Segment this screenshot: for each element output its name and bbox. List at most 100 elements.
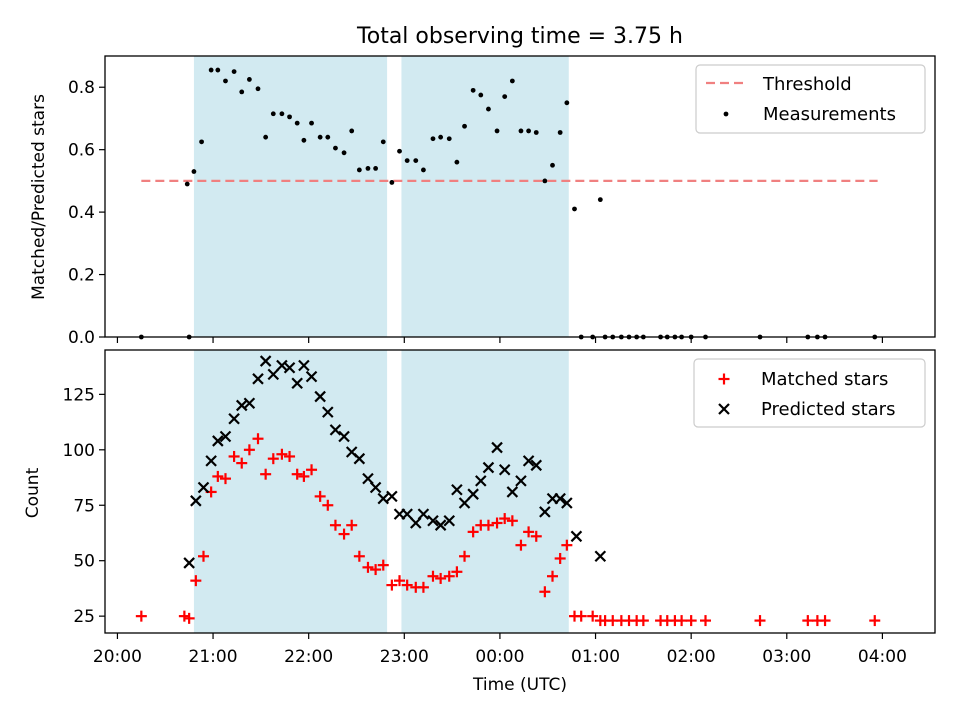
matched-star-point <box>467 526 479 538</box>
x-mark-b <box>561 497 573 509</box>
matched-star-point <box>499 513 511 525</box>
matched-star-point <box>228 450 240 462</box>
legend-matched-label: Matched stars <box>761 369 888 390</box>
x-mark-b <box>377 492 390 505</box>
measurement-point <box>413 158 419 163</box>
bottom-shaded-regions <box>193 350 569 633</box>
predicted-star-point <box>522 455 535 467</box>
legend-measurements-label: Measurements <box>763 104 896 125</box>
predicted-star-point <box>190 495 202 507</box>
matched-star-point <box>338 528 350 540</box>
measurement-point <box>333 145 338 151</box>
matched-star-point <box>284 450 296 462</box>
measurement-point <box>557 130 563 135</box>
measurement-point <box>446 136 452 142</box>
measurement-point <box>215 67 221 73</box>
measurement-point <box>494 128 500 134</box>
x-axis-label: Time (UTC) <box>472 675 567 695</box>
measurement-point <box>572 206 577 212</box>
predicted-star-point <box>322 406 334 418</box>
chart-title: Total observing time = 3.75 h <box>356 24 683 49</box>
x-mark-b <box>183 557 195 569</box>
x-tick-label: 00:00 <box>475 647 524 667</box>
predicted-star-point <box>212 435 224 447</box>
predicted-star-point <box>434 519 447 531</box>
x-tick-label: 04:00 <box>858 647 907 667</box>
predicted-star-point <box>443 514 456 527</box>
x-tick-label: 23:00 <box>380 647 429 667</box>
matched-star-point <box>260 468 272 480</box>
measurement-point <box>397 148 402 154</box>
measurement-point <box>231 69 237 75</box>
x-tick-label: 03:00 <box>762 647 811 667</box>
predicted-star-point <box>561 497 573 509</box>
x-tick-label: 22:00 <box>284 647 333 667</box>
y-tick-label: 75 <box>73 496 95 516</box>
measurement-point <box>526 128 532 134</box>
matched-star-point <box>554 552 566 564</box>
predicted-star-point <box>283 361 296 374</box>
x-mark-b <box>228 412 240 425</box>
measurement-point <box>430 136 436 142</box>
y-tick-label: 0.6 <box>68 141 95 161</box>
predicted-star-point <box>197 481 210 494</box>
measurement-point <box>478 92 484 98</box>
x-mark-b <box>570 530 583 543</box>
matched-star-point <box>491 517 503 529</box>
y-tick-label: 25 <box>73 607 95 627</box>
predicted-star-point <box>491 441 503 454</box>
matched-star-point <box>377 559 389 571</box>
matched-star-point <box>802 615 814 627</box>
matched-star-point <box>427 570 439 582</box>
x-mark-b <box>451 483 463 496</box>
measurement-point <box>191 169 197 174</box>
x-mark-b <box>417 508 430 520</box>
predicted-star-point <box>377 492 390 505</box>
bottom-panel: 25 50 75 100 125 20:00 21:00 22:00 23:00 00:00 01:… <box>23 349 936 695</box>
measurement-point <box>279 111 285 117</box>
x-mark-b <box>369 481 382 494</box>
predicted-star-point <box>298 359 310 372</box>
matched-star-point <box>417 581 429 593</box>
matched-star-point <box>523 526 535 538</box>
matched-star-point <box>370 564 382 576</box>
matched-star-point <box>291 468 303 480</box>
x-mark-b <box>443 514 456 527</box>
predicted-star-point <box>498 463 511 476</box>
y-tick-label: 100 <box>63 441 95 461</box>
matched-star-point <box>506 515 518 527</box>
predicted-star-point <box>243 397 256 410</box>
predicted-star-point <box>451 483 463 496</box>
x-mark-b <box>322 406 334 418</box>
x-tick-label: 20:00 <box>93 647 142 667</box>
matched-star-point <box>243 444 255 456</box>
x-mark-b <box>515 475 527 487</box>
x-mark-b <box>475 475 487 487</box>
matched-star-point <box>754 615 766 627</box>
matched-star-point <box>451 566 463 578</box>
x-mark-b <box>434 519 447 531</box>
predicted-star-point <box>570 530 583 543</box>
bottom-y-axis-label: Count <box>23 467 43 518</box>
measurement-point <box>356 167 362 173</box>
measurement-point <box>502 94 508 99</box>
legend-box <box>695 64 926 134</box>
measurement-point <box>270 111 276 117</box>
matched-star-point <box>482 519 494 531</box>
x-mark-b <box>482 461 495 474</box>
measurement-point <box>208 67 214 73</box>
measurement-point <box>246 77 252 82</box>
predicted-star-point <box>467 488 479 500</box>
predicted-star-point <box>305 370 318 383</box>
predicted-star-point <box>369 481 382 494</box>
axes-frame <box>104 349 936 634</box>
predicted-star-point <box>594 550 607 563</box>
predicted-star-point <box>554 492 566 505</box>
predicted-star-point <box>291 377 303 390</box>
measurement-point <box>421 167 426 173</box>
matched-star-point <box>353 550 365 562</box>
measurement-point <box>373 166 379 171</box>
measurement-point <box>597 197 603 203</box>
matched-star-point <box>346 519 358 531</box>
matched-star-point <box>197 550 209 562</box>
